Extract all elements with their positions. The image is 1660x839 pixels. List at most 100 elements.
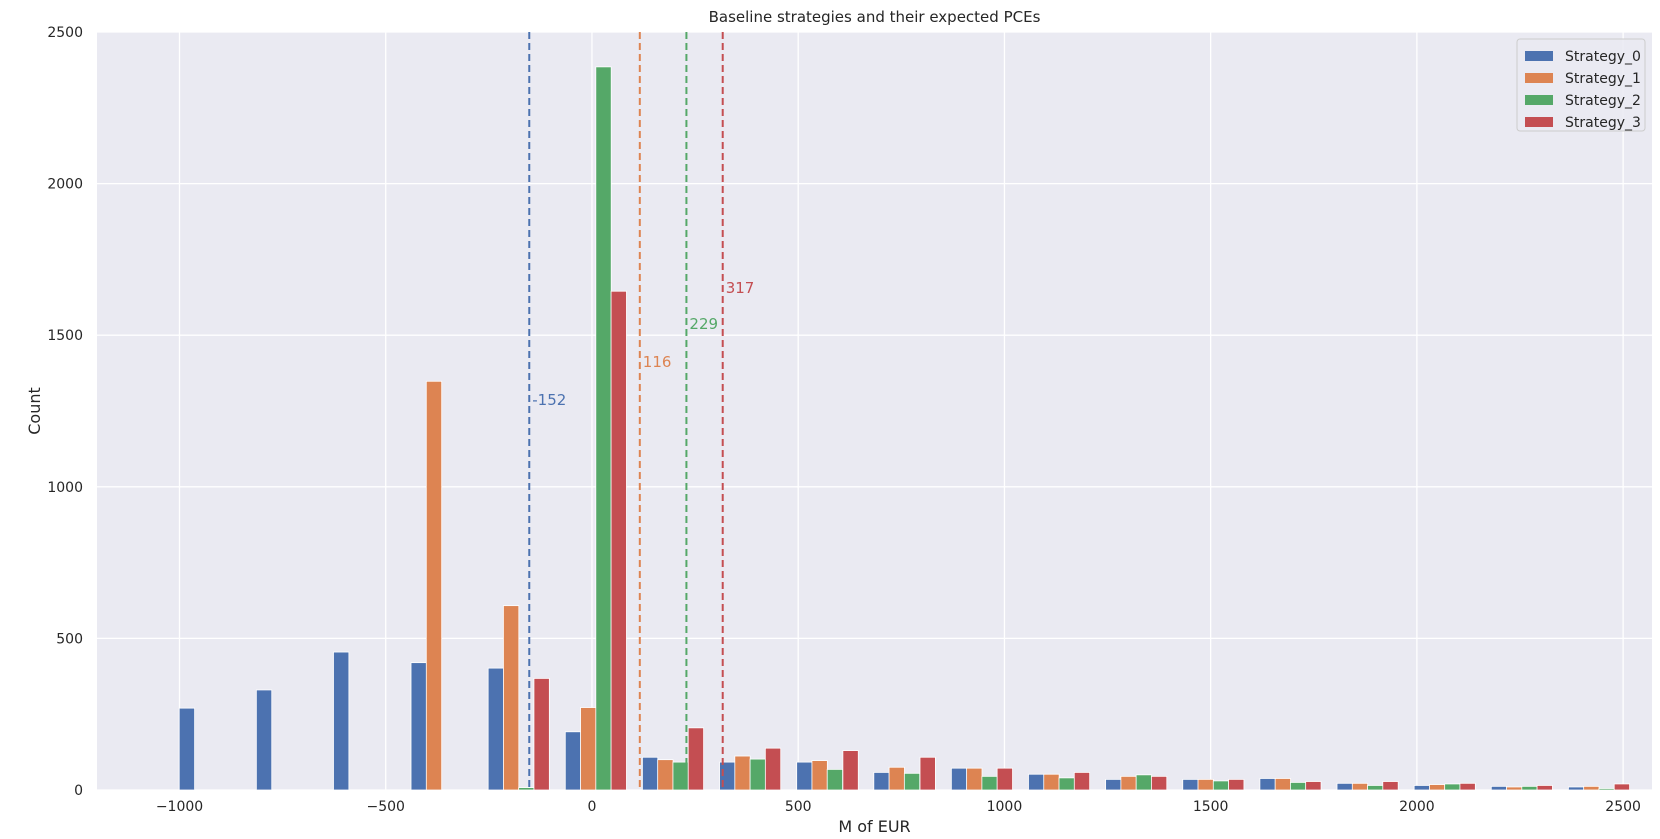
mean-line-label: -152 (532, 391, 566, 409)
bar-strategy-3 (1151, 775, 1168, 791)
y-axis-title: Count (25, 387, 44, 435)
bar-strategy-3 (1613, 783, 1630, 791)
bar-strategy-2 (1212, 780, 1230, 791)
bar-strategy-3 (533, 678, 550, 791)
y-tick-label: 1500 (47, 328, 83, 344)
bar-strategy-3 (687, 727, 704, 791)
x-axis-title: M of EUR (838, 817, 910, 836)
mean-line-label: 229 (689, 315, 718, 333)
grid (97, 31, 1652, 791)
bar-strategy-3 (1459, 782, 1476, 791)
bar-strategy-0 (255, 689, 273, 791)
bar-strategy-1 (1197, 778, 1214, 791)
bar-strategy-0 (1413, 785, 1430, 791)
bar-strategy-1 (966, 767, 983, 791)
bar-strategy-1 (1351, 782, 1369, 791)
legend-swatch (1525, 51, 1553, 61)
bar-strategy-2 (903, 772, 921, 791)
chart-title: Baseline strategies and their expected P… (709, 8, 1041, 26)
legend-swatch (1525, 95, 1553, 105)
y-tick-label: 0 (74, 783, 83, 799)
bar-strategy-0 (1336, 782, 1353, 791)
plot-background (97, 32, 1652, 790)
bar-strategy-0 (1259, 778, 1276, 791)
bar-strategy-2 (1444, 783, 1461, 791)
bar-strategy-2 (1367, 785, 1384, 791)
bar-strategy-2 (518, 787, 535, 791)
x-tick-label: 500 (785, 799, 812, 815)
bar-strategy-2 (981, 775, 998, 791)
bar-strategy-0 (1028, 773, 1045, 791)
bar-strategy-1 (1506, 786, 1523, 791)
bar-strategy-0 (873, 772, 890, 791)
legend-label: Strategy_2 (1565, 93, 1641, 109)
x-tick-label: −1000 (156, 799, 203, 815)
legend-swatch (1525, 117, 1553, 127)
bar-strategy-0 (410, 662, 427, 791)
bar-strategy-0 (1182, 778, 1199, 791)
bar-strategy-3 (842, 750, 859, 791)
legend-label: Strategy_3 (1565, 115, 1641, 131)
x-tick-label: 1000 (987, 799, 1023, 815)
bar-strategy-0 (642, 756, 659, 791)
bar-strategy-1 (1429, 784, 1446, 791)
legend-box (1516, 38, 1646, 132)
bar-strategy-1 (580, 707, 597, 791)
y-tick-label: 500 (56, 631, 83, 647)
x-tick-label: −500 (367, 799, 405, 815)
bar-strategy-0 (487, 667, 504, 791)
y-tick-label: 2500 (47, 25, 83, 41)
mean-line-label: 317 (726, 279, 755, 297)
bar-strategy-0 (950, 767, 968, 791)
bar-strategy-1 (1274, 778, 1291, 791)
x-tick-label: 0 (587, 799, 596, 815)
legend-label: Strategy_0 (1565, 49, 1641, 65)
legend: Strategy_0 Strategy_1 Strategy_2 Strategy_3 (1516, 38, 1646, 132)
bar-strategy-0 (333, 651, 350, 791)
bar-strategy-1 (811, 760, 828, 791)
legend-swatch (1525, 73, 1553, 83)
bar-strategy-1 (1583, 785, 1600, 791)
bar-strategy-2 (826, 768, 843, 791)
legend-label: Strategy_1 (1565, 71, 1641, 87)
bar-strategy-1 (425, 380, 443, 791)
bar-strategy-3 (919, 756, 936, 791)
bar-strategy-3 (764, 747, 782, 791)
x-tick-label: 2000 (1399, 799, 1435, 815)
bar-strategy-1 (657, 759, 674, 791)
x-tick-labels: −1000 −500 0 500 1000 1500 2000 2500 (156, 799, 1641, 815)
bar-strategy-3 (1228, 778, 1245, 791)
bar-strategy-1 (1120, 775, 1137, 791)
bar-strategy-2 (1290, 782, 1307, 791)
bar-strategy-3 (996, 767, 1013, 791)
bar-strategy-0 (796, 761, 813, 791)
bar-strategy-0 (564, 731, 582, 791)
bar-strategy-2 (1058, 777, 1075, 791)
bar-strategy-3 (1382, 781, 1399, 791)
bar-strategy-3 (1536, 785, 1553, 791)
bar-strategy-0 (178, 707, 196, 791)
mean-lines: -152 116 229 317 (528, 32, 755, 790)
bar-strategy-0 (1568, 786, 1585, 791)
y-tick-label: 1000 (47, 480, 83, 496)
x-tick-label: 1500 (1193, 799, 1229, 815)
bars (178, 66, 1630, 791)
y-tick-label: 2000 (47, 177, 83, 193)
bar-strategy-2 (1135, 774, 1152, 791)
y-tick-labels: 0 500 1000 1500 2000 2500 (47, 25, 83, 799)
x-tick-label: 2500 (1605, 799, 1641, 815)
bar-strategy-0 (1490, 785, 1508, 791)
bar-strategy-2 (749, 758, 766, 791)
bar-strategy-1 (503, 605, 520, 791)
mean-line-label: 116 (643, 353, 672, 371)
bar-strategy-2 (1598, 788, 1615, 791)
bar-strategy-3 (1073, 772, 1091, 791)
bar-strategy-1 (734, 755, 751, 791)
bar-strategy-0 (1105, 778, 1122, 791)
bar-strategy-1 (1043, 773, 1060, 791)
bar-strategy-3 (1305, 781, 1322, 791)
bar-strategy-2 (595, 66, 612, 791)
bar-strategy-1 (888, 766, 905, 791)
bar-strategy-2 (1521, 785, 1538, 791)
